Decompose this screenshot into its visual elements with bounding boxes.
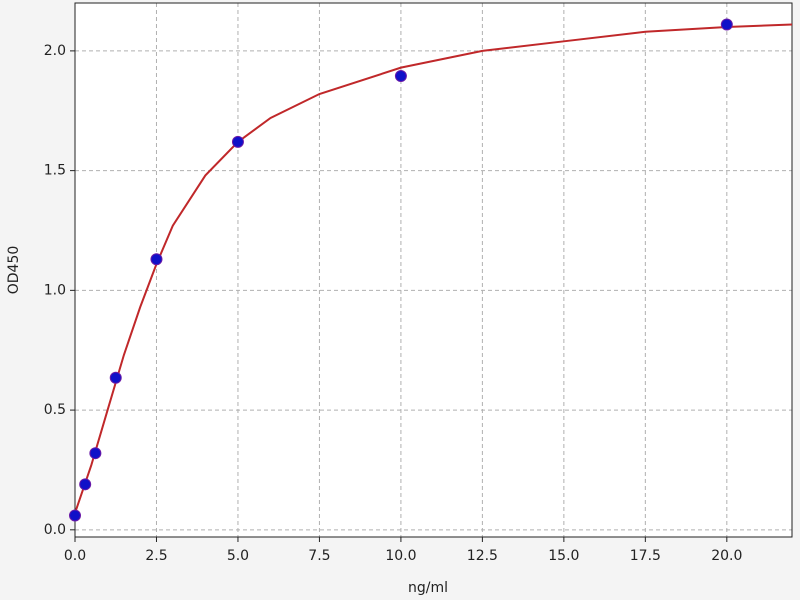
- plot-area: [75, 3, 792, 537]
- plot-frame: [74, 2, 793, 538]
- y-tick-label: 2.0: [44, 43, 66, 59]
- data-point: [231, 135, 244, 148]
- data-point: [109, 371, 122, 384]
- x-tick-label: 0.0: [64, 548, 86, 564]
- data-point: [150, 253, 163, 266]
- y-tick-label: 0.0: [44, 522, 66, 538]
- x-tick-label: 17.5: [630, 548, 661, 564]
- x-tick-label: 15.0: [548, 548, 579, 564]
- y-axis-label: OD450: [6, 246, 22, 295]
- data-point: [720, 18, 733, 31]
- data-point: [79, 478, 92, 491]
- y-tick-label: 1.0: [44, 282, 66, 298]
- x-tick-label: 12.5: [467, 548, 498, 564]
- x-tick-label: 7.5: [308, 548, 330, 564]
- x-axis-label: ng/ml: [408, 580, 448, 596]
- x-tick-label: 20.0: [711, 548, 742, 564]
- x-tick-label: 2.5: [145, 548, 167, 564]
- x-tick-label: 5.0: [227, 548, 249, 564]
- x-tick-label: 10.0: [385, 548, 416, 564]
- data-point: [394, 70, 407, 83]
- y-tick-label: 1.5: [44, 163, 66, 179]
- data-point: [69, 509, 81, 522]
- y-tick-label: 0.5: [44, 402, 66, 418]
- data-point: [89, 447, 102, 460]
